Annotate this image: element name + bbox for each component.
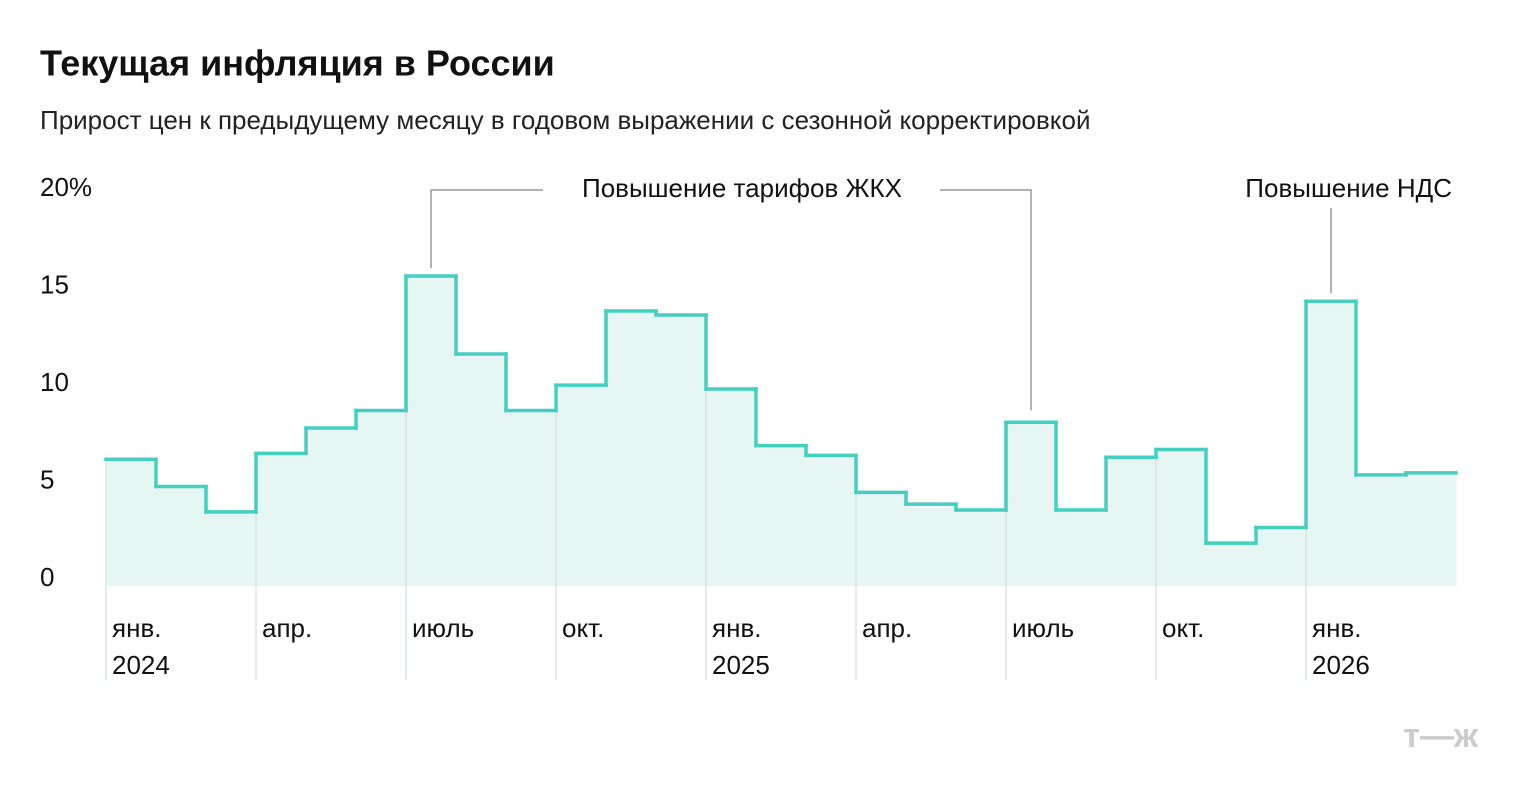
area-segment: [1056, 509, 1107, 586]
area-segment: [956, 509, 1007, 586]
area-segment: [1106, 457, 1157, 586]
area-segment: [1206, 543, 1257, 586]
area-segment: [1256, 527, 1307, 586]
y-tick-label: 20%: [40, 172, 92, 202]
area-segment: [1356, 474, 1407, 586]
x-tick-label: июль: [1012, 613, 1074, 643]
area-segment: [106, 459, 157, 586]
annotation-leader: [430, 189, 543, 268]
area-segment: [1406, 472, 1457, 586]
area-segment: [656, 314, 707, 586]
x-tick-label: июль: [412, 613, 474, 643]
y-tick-label: 0: [40, 562, 54, 592]
y-tick-label: 10: [40, 367, 69, 397]
x-tick-label: янв. 2024: [112, 613, 170, 680]
area-segment: [556, 385, 607, 586]
area-segment: [706, 389, 757, 586]
x-tick-label: окт.: [1162, 613, 1204, 643]
area-segment: [206, 511, 257, 586]
y-tick-label: 5: [40, 464, 54, 494]
chart-subtitle: Прирост цен к предыдущему месяцу в годов…: [40, 105, 1090, 135]
area-segment: [456, 353, 507, 586]
logo: т—ж: [1403, 717, 1479, 755]
area-segment: [1306, 301, 1357, 586]
area-segment: [606, 311, 657, 586]
area-segment: [306, 428, 357, 586]
area-segment: [1006, 422, 1057, 586]
area-segment: [256, 453, 307, 586]
x-tick-label: апр.: [262, 613, 312, 643]
x-tick-label: янв. 2026: [1312, 613, 1370, 680]
area-segment: [506, 410, 557, 586]
annotation-leader: [940, 189, 1032, 411]
annotation: Повышение НДС: [1245, 173, 1452, 203]
area-segment: [156, 486, 207, 586]
y-tick-label: 15: [40, 269, 69, 299]
area-segment: [856, 492, 907, 586]
area-segment: [356, 410, 407, 586]
x-tick-label: янв. 2025: [712, 613, 770, 680]
x-tick-label: окт.: [562, 613, 604, 643]
area-segment: [806, 455, 857, 586]
area-segment: [906, 504, 957, 586]
annotation: Повышение тарифов ЖКХ: [582, 173, 902, 203]
area-segment: [406, 275, 457, 586]
x-tick-label: апр.: [862, 613, 912, 643]
area-segment: [756, 445, 807, 586]
area-segment: [1156, 449, 1207, 586]
chart-title: Текущая инфляция в России: [40, 43, 555, 84]
